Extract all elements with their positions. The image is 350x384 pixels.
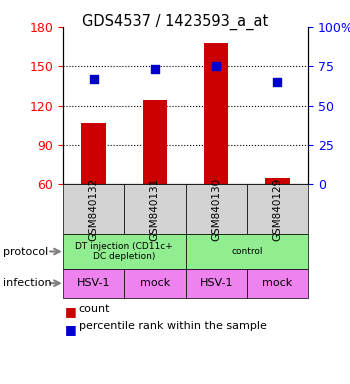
Text: DT injection (CD11c+
DC depletion): DT injection (CD11c+ DC depletion) [75, 242, 173, 261]
Bar [265, 178, 289, 184]
Text: GSM840132: GSM840132 [89, 178, 99, 241]
Text: count: count [79, 304, 110, 314]
Text: protocol: protocol [4, 247, 49, 257]
Text: percentile rank within the sample: percentile rank within the sample [79, 321, 267, 331]
Text: ■: ■ [65, 305, 77, 318]
Text: HSV-1: HSV-1 [199, 278, 233, 288]
Text: GSM840129: GSM840129 [272, 178, 282, 241]
Text: HSV-1: HSV-1 [77, 278, 110, 288]
Point [152, 66, 158, 73]
Point [213, 63, 219, 70]
Point [91, 76, 97, 82]
Bar [204, 43, 228, 184]
Point [274, 79, 280, 85]
Text: GSM840130: GSM840130 [211, 178, 221, 241]
Bar [143, 100, 167, 184]
Text: ■: ■ [65, 323, 77, 336]
Text: GDS4537 / 1423593_a_at: GDS4537 / 1423593_a_at [82, 13, 268, 30]
Text: mock: mock [140, 278, 170, 288]
Text: GSM840131: GSM840131 [150, 178, 160, 241]
Text: infection: infection [4, 278, 52, 288]
Text: mock: mock [262, 278, 293, 288]
Bar [81, 122, 106, 184]
Text: control: control [231, 247, 262, 256]
